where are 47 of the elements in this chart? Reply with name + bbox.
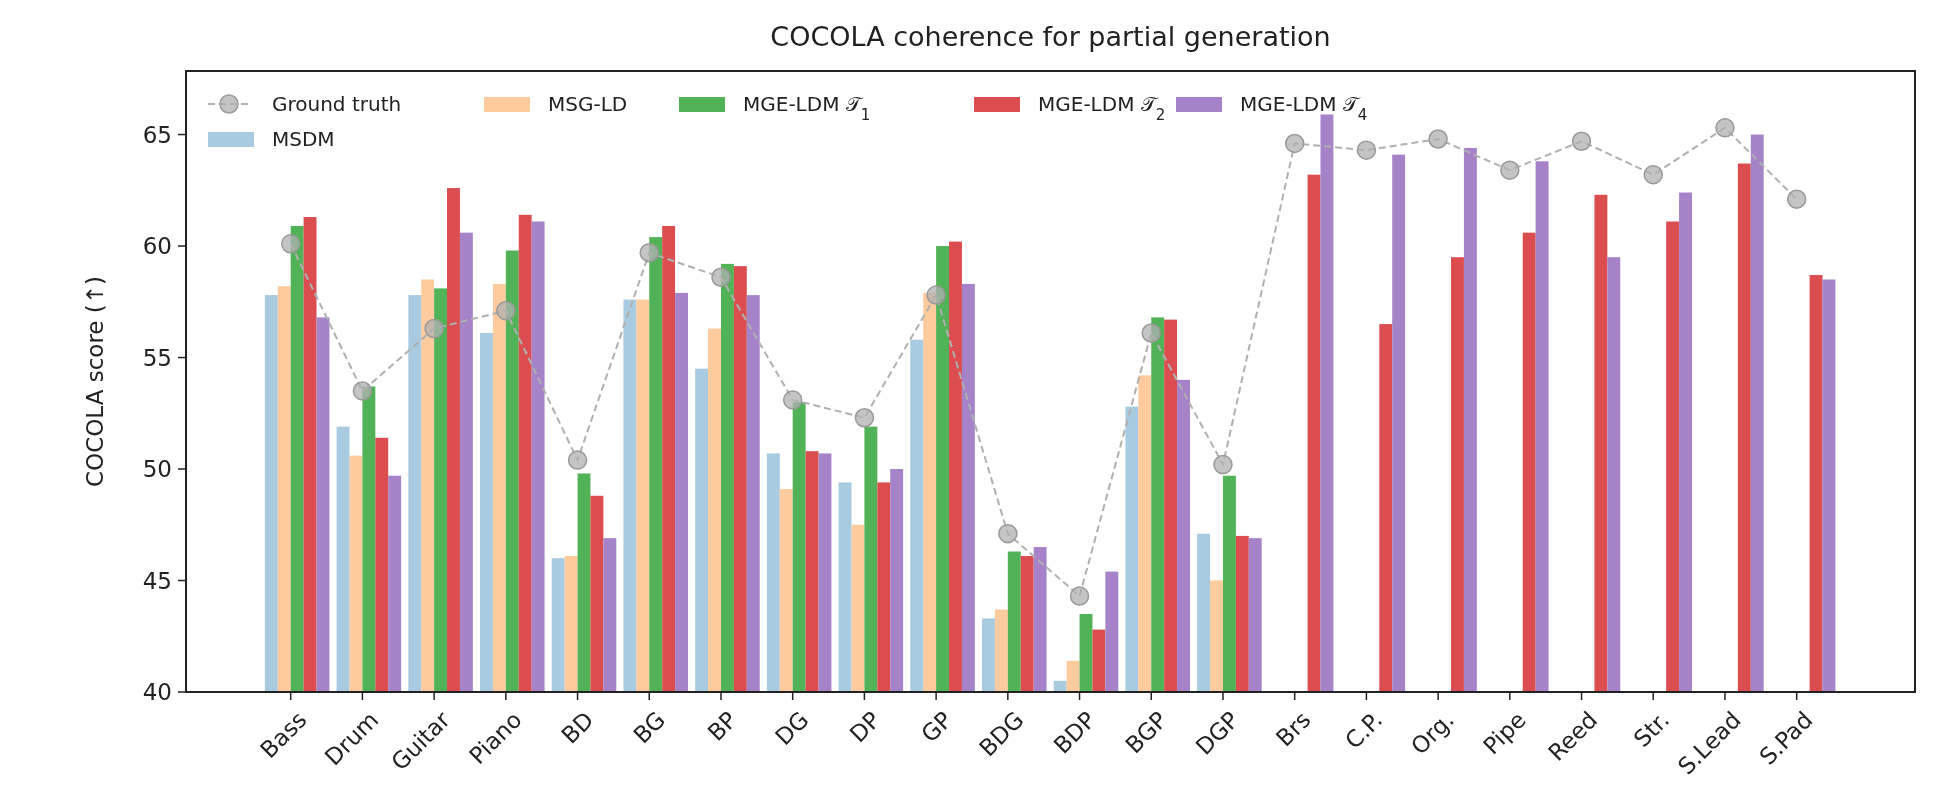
point	[782, 390, 803, 410]
x-tick-label: BP	[702, 706, 742, 746]
x-tick-label: GP	[916, 706, 958, 748]
x-tick-label: Str.	[1628, 706, 1675, 752]
point	[352, 381, 373, 401]
y-tick-label: 65	[142, 121, 172, 148]
point	[280, 234, 301, 254]
legend-label: MGE-LDM 𝒯$_{4}$	[1240, 92, 1368, 124]
point	[926, 285, 946, 305]
y-tick-label: 60	[142, 233, 172, 260]
y-tick-label: 40	[142, 679, 172, 706]
legend-label: Ground truth	[272, 92, 402, 116]
legend-label: MSDM	[272, 127, 335, 151]
x-tick-label: DP	[844, 706, 886, 748]
point	[1715, 118, 1735, 138]
x-tick-label: BD	[556, 706, 599, 749]
point	[1500, 160, 1520, 180]
y-tick-label: 50	[142, 456, 172, 483]
legend-label: MSG-LD	[548, 92, 628, 116]
x-tick-label: Brs	[1270, 706, 1316, 752]
y-tick-label: 55	[142, 344, 172, 371]
point	[711, 267, 731, 288]
point	[1284, 133, 1305, 154]
point	[567, 450, 588, 470]
y-tick-label: 45	[142, 567, 172, 594]
point	[1356, 140, 1377, 160]
point	[998, 523, 1018, 544]
point	[496, 300, 516, 321]
x-tick-label: C.P.	[1339, 706, 1388, 754]
point	[1571, 131, 1592, 151]
point	[1213, 454, 1233, 475]
x-tick-label: Org.	[1405, 706, 1460, 760]
chart-title: COCOLA coherence for partial generation	[770, 21, 1331, 52]
point	[1786, 189, 1807, 209]
point	[1643, 164, 1663, 185]
x-tick-label: BG	[628, 706, 671, 749]
legend-label: MGE-LDM 𝒯$_{1}$	[743, 92, 871, 124]
x-tick-label: Pipe	[1478, 706, 1531, 760]
point	[1428, 129, 1448, 149]
point	[639, 242, 660, 263]
point	[1141, 323, 1162, 343]
x-tick-label: DG	[770, 706, 814, 751]
legend-label: MGE-LDM 𝒯$_{2}$	[1038, 92, 1166, 124]
point	[1069, 586, 1090, 606]
point	[424, 318, 444, 339]
y-axis-title: COCOLA score (↑)	[82, 275, 108, 488]
point	[854, 407, 875, 428]
